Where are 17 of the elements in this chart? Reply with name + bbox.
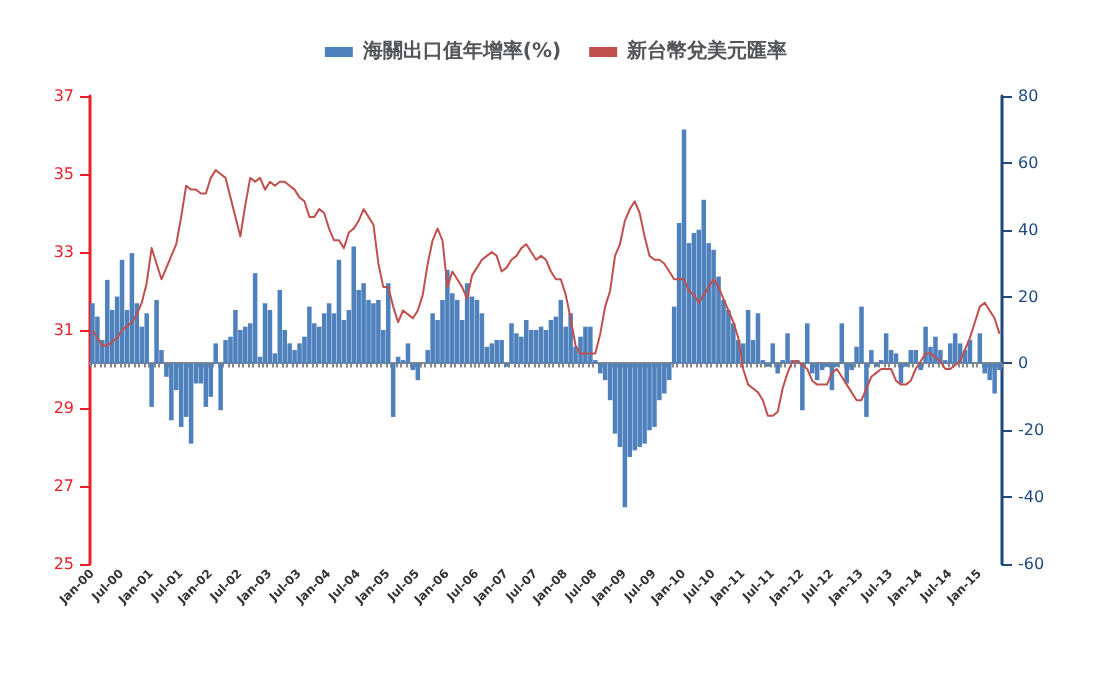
y-tick-label: 29 (53, 399, 74, 417)
y2-tick-label: -60 (1018, 555, 1045, 573)
y-tick-label: 35 (53, 165, 74, 183)
y-tick-label: 37 (53, 87, 74, 105)
y2-tick-label: 80 (1018, 87, 1039, 105)
y2-tick-label: 40 (1018, 220, 1039, 239)
y2-tick-label: -20 (1018, 421, 1045, 440)
y2-tick-label: -40 (1018, 488, 1045, 507)
y2-tick-label: 20 (1018, 287, 1039, 306)
legend-label: 海關出口值年增率(%) (360, 39, 562, 63)
y-tick-label: 25 (53, 555, 74, 573)
y-tick-label: 33 (53, 243, 74, 261)
legend-label: 新台幣兌美元匯率 (625, 39, 788, 63)
y2-tick-label: 60 (1018, 153, 1039, 172)
y2-tick-label: 0 (1018, 354, 1029, 373)
y-tick-label: 31 (53, 321, 74, 339)
y-tick-label: 27 (53, 477, 74, 495)
